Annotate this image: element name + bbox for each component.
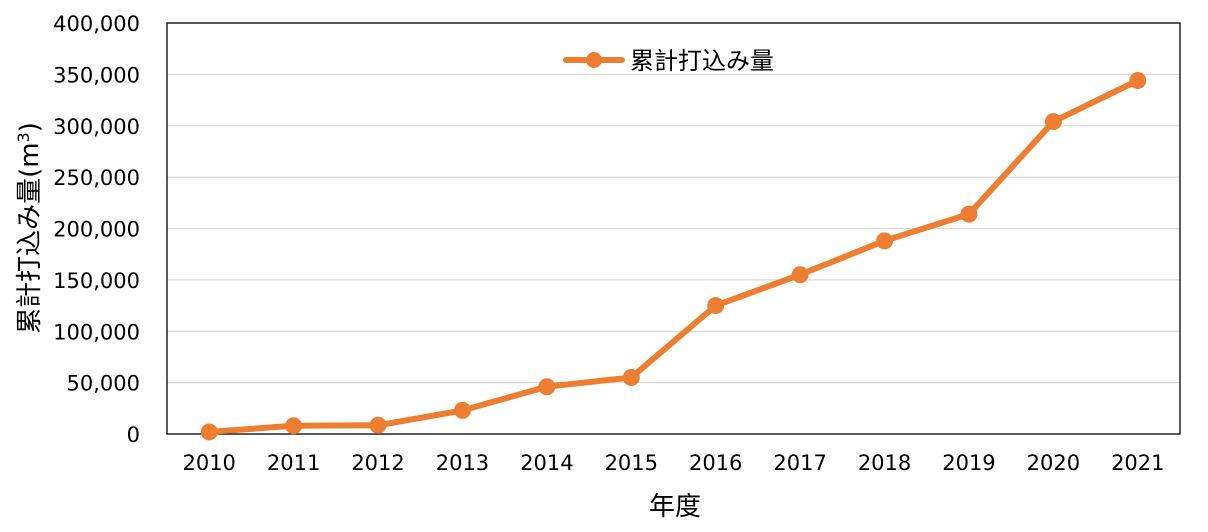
y-axis-title-text: 累計打込み量(m: [15, 142, 45, 333]
x-tick-label: 2019: [942, 451, 995, 475]
data-point-2013: [453, 401, 471, 419]
y-axis-title-superscript: 3: [14, 132, 33, 142]
x-tick-label: 2015: [605, 451, 658, 475]
x-tick-label: 2020: [1027, 451, 1080, 475]
y-tick-label: 100,000: [53, 320, 140, 344]
x-tick-label: 2016: [689, 451, 742, 475]
x-axis-tick-labels: 2010 2011 2012 2013 2014 2015 2016 2017 2018 2019…: [182, 451, 1164, 475]
series-line: [206, 77, 1141, 435]
plot-area: [166, 22, 1181, 435]
data-point-2017: [791, 266, 809, 284]
x-tick-label: 2014: [520, 451, 573, 475]
data-point-2015: [622, 368, 640, 386]
gridlines: [167, 73, 1180, 384]
data-point-2011: [285, 417, 303, 435]
x-tick-label: 2010: [182, 451, 235, 475]
series-markers: [200, 72, 1147, 441]
y-tick-label: 350,000: [53, 63, 140, 87]
x-tick-label: 2017: [773, 451, 826, 475]
y-tick-label: 150,000: [53, 269, 140, 293]
y-tick-label: 200,000: [53, 218, 140, 242]
x-tick-label: 2012: [351, 451, 404, 475]
data-point-2019: [960, 205, 978, 223]
y-tick-label: 250,000: [53, 166, 140, 190]
x-tick-label: 2011: [267, 451, 320, 475]
x-tick-label: 2013: [436, 451, 489, 475]
data-point-2020: [1044, 113, 1062, 131]
x-tick-label: 2018: [858, 451, 911, 475]
legend-label: 累計打込み量: [630, 47, 774, 75]
data-point-2018: [876, 232, 894, 250]
y-tick-label: 0: [127, 423, 140, 447]
y-tick-label: 400,000: [53, 12, 140, 36]
data-point-2021: [1129, 72, 1147, 90]
y-tick-label: 300,000: [53, 115, 140, 139]
data-point-2016: [707, 297, 725, 315]
x-axis-title: 年度: [649, 492, 701, 522]
x-tick-label: 2021: [1111, 451, 1164, 475]
legend: 累計打込み量: [563, 47, 774, 75]
data-point-2010: [200, 423, 218, 441]
y-axis-title: 累計打込み量(m3): [14, 122, 45, 334]
y-axis-title-close: ): [15, 122, 45, 132]
y-tick-label: 50,000: [67, 372, 140, 396]
legend-marker-swatch: [586, 52, 602, 68]
data-point-2014: [538, 378, 556, 396]
y-axis-tick-labels: 0 50,000 100,000 150,000 200,000 250,000 300,0…: [53, 12, 140, 447]
data-point-2012: [369, 416, 387, 434]
